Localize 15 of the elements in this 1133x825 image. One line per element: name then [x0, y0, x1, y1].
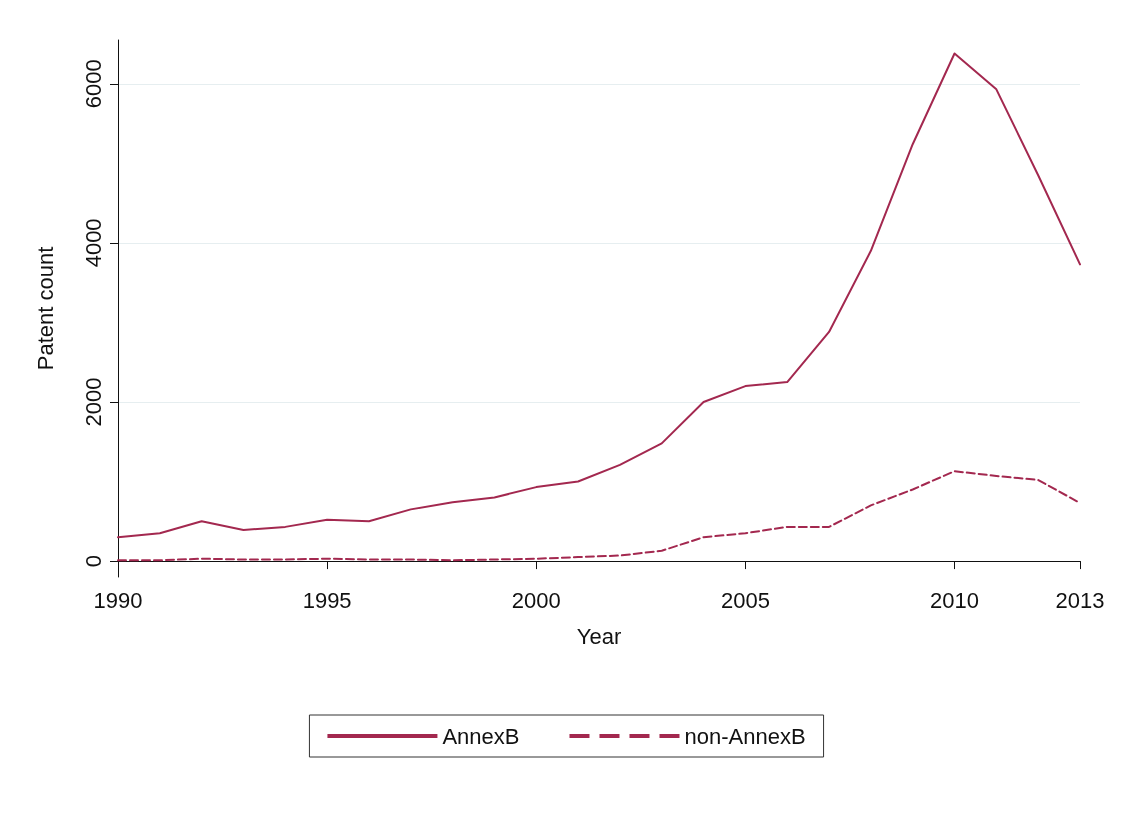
y-axis-title: Patent count — [32, 246, 58, 371]
x-axis-title: Year — [576, 623, 622, 649]
x-tick-label: 1990 — [93, 587, 143, 613]
legend-label: AnnexB — [442, 723, 520, 749]
y-tick-label: 4000 — [80, 218, 106, 268]
y-tick-label: 2000 — [80, 377, 106, 427]
x-tick-label: 2010 — [930, 587, 979, 613]
x-tick-label: 2013 — [1055, 587, 1105, 613]
line-series — [117, 52, 1081, 539]
y-tick-label: 0 — [80, 554, 106, 568]
x-tick-label: 2000 — [511, 587, 561, 613]
y-tick-label: 6000 — [80, 59, 106, 109]
x-tick-label: 1995 — [302, 587, 352, 613]
x-tick-label: 2005 — [720, 587, 770, 613]
legend-label: non-AnnexB — [684, 723, 806, 749]
